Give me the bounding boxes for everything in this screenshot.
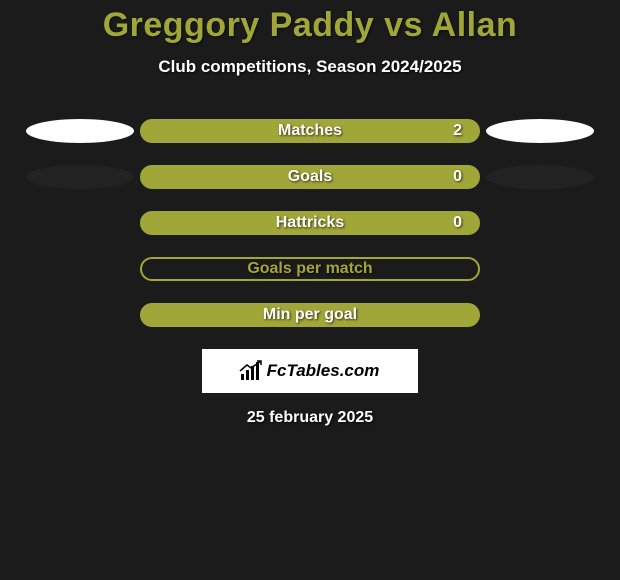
stat-value: 0: [453, 168, 462, 186]
stat-label: Goals per match: [247, 260, 372, 278]
stat-row: Min per goal: [0, 303, 620, 327]
stat-row: Hattricks 0: [0, 211, 620, 235]
right-side: [480, 119, 600, 143]
stats-rows: Matches 2 Goals 0 Hattricks 0 Goals per match M…: [0, 119, 620, 327]
logo: FcTables.com: [241, 361, 380, 381]
stat-bar: Hattricks 0: [140, 211, 480, 235]
player-ellipse-left: [26, 119, 134, 143]
player-ellipse-right: [486, 165, 594, 189]
stat-label: Hattricks: [276, 214, 344, 232]
left-side: [20, 119, 140, 143]
stat-value: 2: [453, 122, 462, 140]
stat-row: Matches 2: [0, 119, 620, 143]
left-side: [20, 165, 140, 189]
stat-label: Min per goal: [263, 306, 357, 324]
stat-bar: Goals per match: [140, 257, 480, 281]
comparison-card: Greggory Paddy vs Allan Club competition…: [0, 0, 620, 427]
player-ellipse-right: [486, 119, 594, 143]
player-ellipse-left: [26, 165, 134, 189]
stat-bar: Matches 2: [140, 119, 480, 143]
stat-label: Goals: [288, 168, 332, 186]
page-title: Greggory Paddy vs Allan: [0, 6, 620, 45]
stat-bar: Min per goal: [140, 303, 480, 327]
logo-box[interactable]: FcTables.com: [202, 349, 418, 393]
right-side: [480, 165, 600, 189]
stat-bar: Goals 0: [140, 165, 480, 189]
stat-row: Goals per match: [0, 257, 620, 281]
chart-icon: [241, 362, 263, 380]
subtitle: Club competitions, Season 2024/2025: [0, 57, 620, 77]
stat-label: Matches: [278, 122, 342, 140]
stat-value: 0: [453, 214, 462, 232]
date-label: 25 february 2025: [0, 409, 620, 427]
logo-text: FcTables.com: [267, 361, 380, 381]
stat-row: Goals 0: [0, 165, 620, 189]
